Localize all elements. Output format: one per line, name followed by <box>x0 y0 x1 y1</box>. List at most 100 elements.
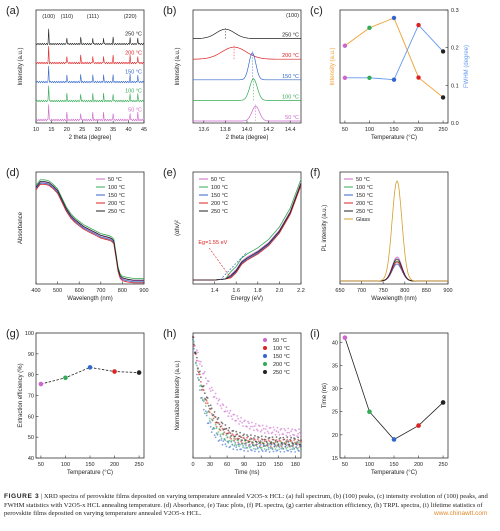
legend-entry: 200 °C <box>108 201 125 207</box>
data-point <box>232 434 235 437</box>
panel-f: (f) Wavelength (nm) PL intensity (a.u.) 50 … <box>310 167 453 302</box>
data-point <box>257 450 260 453</box>
legend-entry: 150 °C <box>273 354 290 360</box>
x-tick-label: 850 <box>422 288 431 294</box>
data-point <box>277 444 280 447</box>
data-point <box>238 435 241 437</box>
data-point <box>263 432 266 434</box>
data-point <box>289 448 292 451</box>
data-point <box>217 431 220 433</box>
data-point <box>272 438 275 441</box>
data-point <box>286 438 289 441</box>
plot-frame <box>192 171 302 285</box>
data-point <box>214 436 217 439</box>
series-label: 50 °C <box>285 115 299 121</box>
data-point <box>267 432 270 435</box>
data-point <box>291 448 294 450</box>
x-tick-label: 700 <box>357 288 366 294</box>
data-point <box>263 440 266 443</box>
y-tick-label: 0.2 <box>451 46 459 52</box>
data-point <box>232 429 235 432</box>
data-point <box>205 382 208 385</box>
y-axis-label: Extraction efficiency (%) <box>18 363 24 427</box>
data-point <box>222 440 225 442</box>
series-line <box>340 263 448 282</box>
lifetime-point <box>342 335 348 340</box>
data-point <box>230 438 233 440</box>
y-tick-label: 40 <box>28 456 34 462</box>
data-point <box>221 443 224 446</box>
legend-entry: 50 °C <box>108 177 122 183</box>
panel-e: (e) Energy (eV) (αhν)² Eg=1.55 eV 50 °C 100 °… <box>163 167 305 302</box>
figure-caption: FIGURE 3 | XRD spectra of perovskite fil… <box>4 493 496 519</box>
data-point <box>291 428 294 431</box>
data-point <box>272 426 275 429</box>
y-tick-label: 60 <box>28 414 34 420</box>
data-point <box>222 404 225 407</box>
data-point <box>220 421 223 424</box>
x-tick-label: 0 <box>191 462 194 468</box>
panel-i: (i) Temperature (°C) Time (ns) 50 100 150 200 2… <box>310 328 449 476</box>
data-point <box>203 370 206 373</box>
data-point <box>267 446 270 449</box>
data-point <box>221 422 224 425</box>
data-point <box>246 425 248 428</box>
data-point <box>224 410 227 413</box>
x-tick-label: 14.2 <box>263 127 274 133</box>
data-point <box>278 448 281 451</box>
data-point <box>299 431 301 434</box>
plot-frame <box>35 9 145 124</box>
data-point <box>220 407 223 410</box>
data-point <box>267 448 270 451</box>
data-point <box>256 429 259 432</box>
legend-entry: 50 °C <box>356 177 370 183</box>
data-point <box>266 442 269 445</box>
data-point <box>242 446 245 449</box>
data-point <box>250 425 252 428</box>
panel-a: (a) 2 theta (degree) Intensity (a.u.) 250 °… <box>6 5 147 141</box>
fwhm-point <box>342 75 348 81</box>
series-line <box>35 28 145 46</box>
data-point <box>280 427 283 430</box>
y-tick-label: 0.0 <box>451 121 459 127</box>
data-point <box>193 340 195 343</box>
data-point <box>279 440 282 442</box>
data-point <box>198 360 200 363</box>
y-tick-label: 35 <box>332 363 338 369</box>
data-point <box>199 389 201 391</box>
x-axis-label: 2 theta (degree) <box>226 135 269 141</box>
data-point <box>215 425 218 428</box>
data-point <box>263 438 266 441</box>
series-line <box>35 183 144 284</box>
data-point <box>292 442 294 445</box>
x-tick-label: 20 <box>64 127 70 133</box>
data-point <box>246 436 248 439</box>
data-point <box>253 429 255 432</box>
data-point <box>244 419 246 422</box>
data-point <box>288 443 291 446</box>
data-point <box>268 451 271 453</box>
series-line <box>193 184 302 281</box>
data-point <box>217 422 220 424</box>
data-point <box>231 433 234 435</box>
series-line <box>193 182 302 281</box>
data-point <box>195 362 197 365</box>
data-point <box>202 372 205 375</box>
efficiency-point <box>38 381 44 387</box>
panel-label: (a) <box>6 5 19 17</box>
data-point <box>228 412 231 415</box>
x-tick-label: 1.8 <box>254 288 262 294</box>
series-line <box>340 258 448 282</box>
data-point <box>247 435 249 438</box>
data-point <box>265 425 268 428</box>
series-label: 100 °C <box>125 88 142 94</box>
series-line <box>35 104 145 122</box>
data-point <box>256 438 259 440</box>
plot-frame <box>192 332 302 459</box>
series-label: 200 °C <box>282 53 299 59</box>
data-point <box>224 424 227 426</box>
series-line <box>35 85 145 103</box>
data-point <box>215 421 218 424</box>
y-tick-label: 0.1 <box>451 83 459 89</box>
data-point <box>242 425 245 427</box>
